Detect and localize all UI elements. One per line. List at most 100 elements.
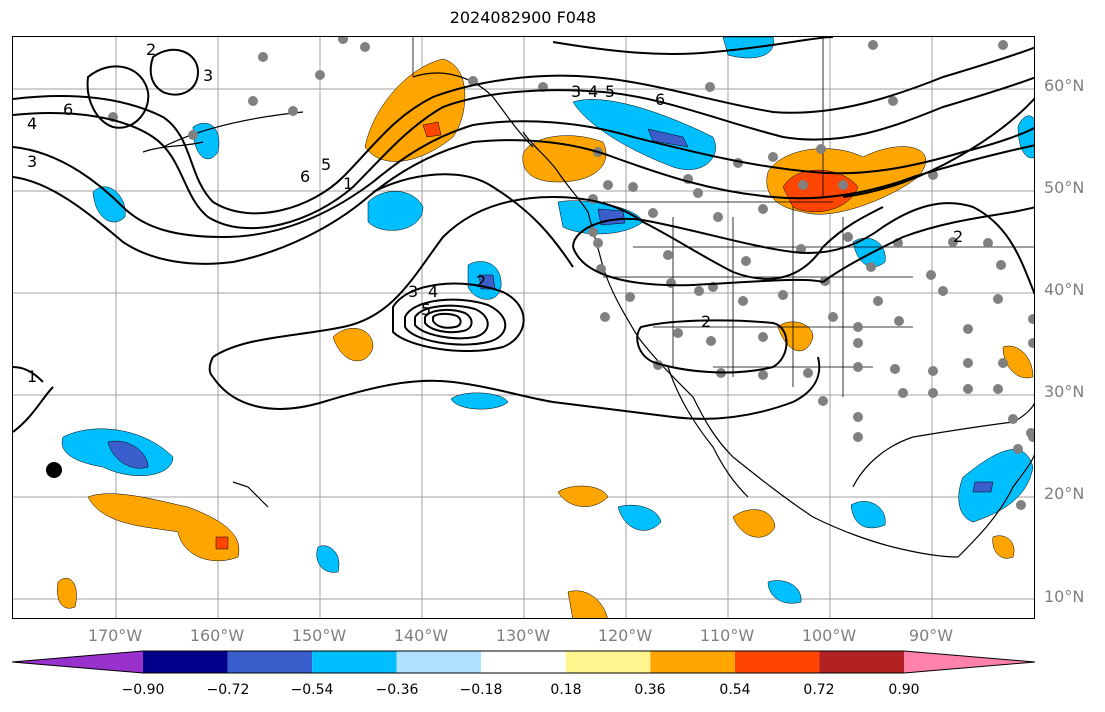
contour-line <box>13 76 1034 230</box>
colorbar-segment <box>481 651 566 673</box>
colorbar-segment <box>904 651 1035 673</box>
contour-label: 2 <box>146 40 156 59</box>
shade-blob <box>57 577 77 609</box>
shade-blob <box>450 392 509 410</box>
coastline <box>232 481 269 508</box>
contour-line <box>13 139 1034 265</box>
shade-blob <box>732 509 776 538</box>
contour-label: 6 <box>655 90 665 109</box>
contour-lines <box>13 37 1034 433</box>
shade-blob <box>850 501 886 529</box>
lat-label-20n: 20°N <box>1044 484 1085 503</box>
colorbar-segments <box>12 651 1035 673</box>
contour-label: 3 <box>571 82 581 101</box>
lon-label-150w: 150°W <box>291 626 347 645</box>
colorbar-segment <box>396 651 482 673</box>
contour-label: 1 <box>343 174 353 193</box>
contour-line <box>552 37 834 55</box>
shade-blob <box>92 186 126 223</box>
colorbar <box>12 650 1035 674</box>
contour-line <box>572 202 1034 295</box>
contour-label: 1 <box>27 367 37 386</box>
contour-label: 2 <box>953 227 963 246</box>
contour-label: 3 <box>408 282 418 301</box>
lon-label-130w: 130°W <box>495 626 551 645</box>
colorbar-segment <box>650 651 735 673</box>
colorbar-segment <box>819 651 904 673</box>
coastline <box>667 366 749 498</box>
shaded-anomaly-field <box>57 37 1034 618</box>
shade-blob <box>422 121 442 138</box>
contour-label: 6 <box>300 167 310 186</box>
lon-label-140w: 140°W <box>393 626 449 645</box>
contour-line <box>149 48 200 96</box>
lat-label-50n: 50°N <box>1044 178 1085 197</box>
lon-label-90w: 90°W <box>908 626 954 645</box>
contour-line <box>13 46 1034 215</box>
contour-line <box>822 206 1034 283</box>
contour-line <box>414 304 489 340</box>
shade-blob <box>647 128 689 148</box>
shade-blob <box>992 535 1015 559</box>
shade-blob <box>1017 115 1034 159</box>
colorbar-segment <box>312 651 397 673</box>
colorbar-tick-label: −0.90 <box>121 682 165 698</box>
contour-label: 5 <box>321 155 331 174</box>
shade-blob <box>767 580 802 604</box>
contour-label: 4 <box>428 282 438 301</box>
contour-label: 3 <box>203 66 213 85</box>
contour-line <box>372 173 574 268</box>
coastline <box>162 111 304 148</box>
colorbar-segment <box>734 651 820 673</box>
colorbar-tick-label: 0.18 <box>550 682 582 698</box>
colorbar-segment <box>565 651 651 673</box>
colorbar-segment <box>143 651 228 673</box>
colorbar-tick-label: 0.72 <box>803 682 835 698</box>
contour-line <box>392 282 525 353</box>
colorbar-segment <box>12 651 143 673</box>
contour-label: 5 <box>605 82 615 101</box>
contour-line <box>13 386 54 433</box>
coastline <box>412 72 534 148</box>
contour-line <box>424 308 473 334</box>
lat-label-30n: 30°N <box>1044 382 1085 401</box>
contour-line <box>572 246 824 287</box>
lon-label-120w: 120°W <box>597 626 653 645</box>
contour-line <box>13 366 44 383</box>
map-panel: 6 4 3 2 3 6 5 1 3 4 5 6 2 3 4 5 2 1 2 <box>12 36 1035 619</box>
lat-label-10n: 10°N <box>1044 587 1085 606</box>
shade-blob <box>617 504 662 531</box>
lat-label-40n: 40°N <box>1044 280 1085 299</box>
contour-line <box>432 312 462 329</box>
shade-blob <box>367 191 424 231</box>
contour-line <box>404 298 507 346</box>
colorbar-tick-label: 0.90 <box>888 682 920 698</box>
contour-label: 6 <box>63 100 73 119</box>
lon-label-110w: 110°W <box>699 626 755 645</box>
contour-label: 2 <box>476 272 486 291</box>
colorbar-outline <box>12 650 1035 674</box>
shade-blob <box>572 99 716 170</box>
shade-blob <box>522 135 607 183</box>
contour-line <box>842 97 1034 198</box>
contour-label: 3 <box>27 152 37 171</box>
map-title: 2024082900 F048 <box>449 8 597 27</box>
colorbar-tick-label: −0.54 <box>290 682 334 698</box>
coastline <box>852 402 1034 488</box>
contour-label: 4 <box>27 114 37 133</box>
coastline <box>522 131 1034 558</box>
shade-blob <box>332 328 374 362</box>
colorbar-tick-label: 0.36 <box>634 682 666 698</box>
lon-label-170w: 170°W <box>87 626 143 645</box>
shade-blob <box>777 321 814 352</box>
colorbar-tick-label: 0.54 <box>719 682 751 698</box>
lat-label-60n: 60°N <box>1044 76 1085 95</box>
coastline <box>142 141 204 153</box>
shade-blob <box>192 122 220 160</box>
contour-line <box>212 195 884 358</box>
contour-label: 4 <box>588 82 598 101</box>
shade-blob <box>972 481 994 493</box>
contour-line <box>13 120 1034 239</box>
shade-blob <box>557 485 609 507</box>
graticule <box>13 37 1034 618</box>
